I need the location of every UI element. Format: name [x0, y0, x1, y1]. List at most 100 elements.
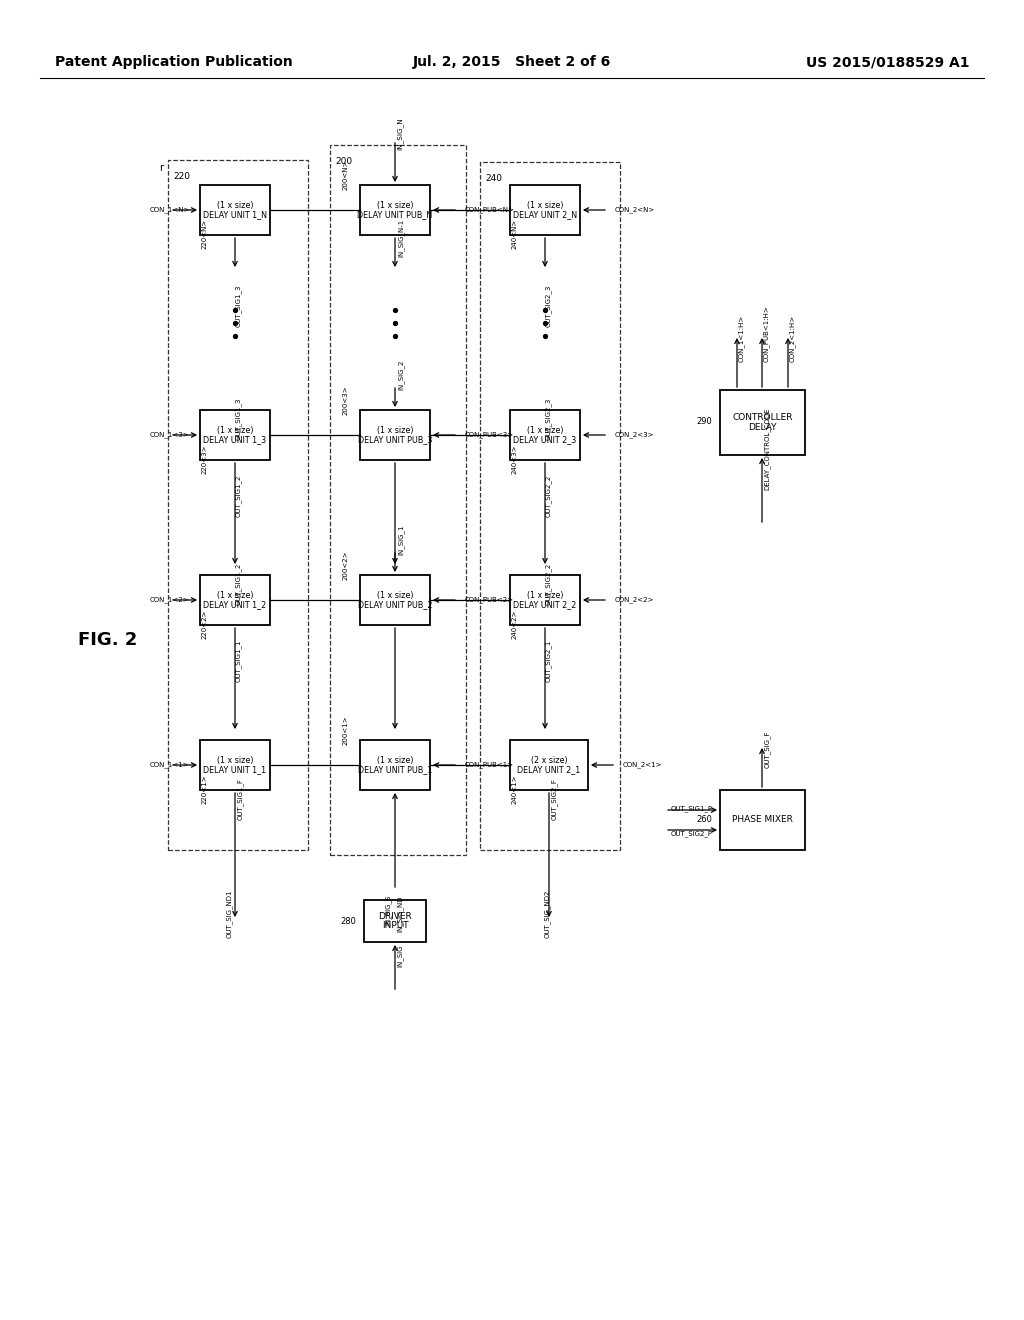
Text: OUT_SIG1_F: OUT_SIG1_F	[671, 805, 713, 812]
Bar	[200, 576, 270, 624]
Text: Jul. 2, 2015   Sheet 2 of 6: Jul. 2, 2015 Sheet 2 of 6	[413, 55, 611, 69]
Text: 220<N>: 220<N>	[202, 219, 208, 249]
Text: (1 x size): (1 x size)	[377, 201, 414, 210]
Text: 280: 280	[340, 916, 356, 925]
Text: (1 x size): (1 x size)	[377, 426, 414, 436]
Bar	[360, 411, 430, 459]
Text: OUT_SIG2_2: OUT_SIG2_2	[545, 564, 551, 606]
Text: INPUT: INPUT	[382, 921, 409, 931]
Bar	[480, 162, 620, 850]
Text: OUT_SIG_ND2: OUT_SIG_ND2	[544, 890, 550, 939]
Bar	[360, 185, 430, 235]
Text: DELAY UNIT 1_1: DELAY UNIT 1_1	[204, 764, 266, 774]
Text: 220<1>: 220<1>	[202, 775, 208, 804]
Text: (1 x size): (1 x size)	[377, 756, 414, 766]
Bar	[510, 185, 580, 235]
Text: (1 x size): (1 x size)	[526, 591, 563, 601]
Text: CON_1<2>: CON_1<2>	[150, 597, 189, 603]
Text: OUT_SIG1_2: OUT_SIG1_2	[234, 564, 242, 606]
Bar	[510, 741, 588, 789]
Text: OUT_SIG2_F: OUT_SIG2_F	[551, 777, 557, 820]
Text: OUT_SIG2_F: OUT_SIG2_F	[671, 830, 713, 837]
Text: OUT_SIG1_3: OUT_SIG1_3	[234, 285, 242, 327]
Text: OUT_SIG1_2: OUT_SIG1_2	[234, 475, 242, 517]
Text: DELAY_CONTROL_CODE: DELAY_CONTROL_CODE	[764, 408, 770, 490]
Text: CON_PUB<3>: CON_PUB<3>	[465, 432, 514, 438]
Text: 220: 220	[173, 172, 190, 181]
Text: IN_SIG_N: IN_SIG_N	[396, 117, 403, 150]
Text: (1 x size): (1 x size)	[377, 591, 414, 601]
Text: DELAY UNIT 1_3: DELAY UNIT 1_3	[204, 434, 266, 444]
Bar	[168, 160, 308, 850]
Text: CONTROLLER: CONTROLLER	[732, 413, 793, 422]
Text: 200<3>: 200<3>	[343, 385, 349, 414]
Text: CON_2<1:H>: CON_2<1:H>	[788, 315, 796, 362]
Bar	[330, 145, 466, 855]
Bar	[360, 741, 430, 789]
Text: (1 x size): (1 x size)	[217, 756, 253, 766]
Text: (1 x size): (1 x size)	[217, 591, 253, 601]
Text: DELAY UNIT PUB_1: DELAY UNIT PUB_1	[357, 764, 432, 774]
Text: OUT_SIG2_3: OUT_SIG2_3	[545, 399, 551, 441]
Text: DELAY UNIT 1_N: DELAY UNIT 1_N	[203, 210, 267, 219]
Bar	[200, 185, 270, 235]
Text: IN_SIG_S: IN_SIG_S	[385, 895, 391, 925]
Text: PHASE MIXER: PHASE MIXER	[732, 816, 793, 825]
Text: 200<1>: 200<1>	[343, 715, 349, 744]
Text: (1 x size): (1 x size)	[526, 426, 563, 436]
Text: 240<1>: 240<1>	[512, 775, 518, 804]
Text: 240<2>: 240<2>	[512, 610, 518, 639]
Text: 240<N>: 240<N>	[512, 219, 518, 249]
Text: IN_SIG_ND: IN_SIG_ND	[396, 895, 403, 932]
Text: OUT_SIG_ND1: OUT_SIG_ND1	[225, 890, 232, 939]
Text: DELAY UNIT 2_N: DELAY UNIT 2_N	[513, 210, 578, 219]
Text: IN_SIG: IN_SIG	[396, 945, 403, 968]
Text: CON_2<3>: CON_2<3>	[615, 432, 654, 438]
Text: OUT_SIG2_3: OUT_SIG2_3	[545, 285, 551, 327]
Text: CON_PUB<N>: CON_PUB<N>	[465, 207, 515, 214]
Bar	[510, 576, 580, 624]
Text: 290: 290	[696, 417, 712, 426]
Bar	[364, 900, 426, 942]
Text: DRIVER: DRIVER	[378, 912, 412, 920]
Text: 240<3>: 240<3>	[512, 445, 518, 474]
Text: Patent Application Publication: Patent Application Publication	[55, 55, 293, 69]
Text: OUT_SIG1_1: OUT_SIG1_1	[234, 639, 242, 682]
Text: DELAY UNIT 2_1: DELAY UNIT 2_1	[517, 764, 581, 774]
Text: CON_PUB<1>: CON_PUB<1>	[465, 762, 514, 768]
Text: DELAY UNIT PUB_N: DELAY UNIT PUB_N	[357, 210, 432, 219]
Text: CON_2<1>: CON_2<1>	[623, 762, 663, 768]
Text: 240: 240	[485, 174, 502, 183]
Bar	[360, 576, 430, 624]
Text: 260: 260	[696, 816, 712, 825]
Text: OUT_SIG2_1: OUT_SIG2_1	[545, 640, 551, 682]
Text: CON_1<1:H>: CON_1<1:H>	[737, 314, 744, 362]
Text: CON_2<N>: CON_2<N>	[615, 207, 655, 214]
Text: 220<2>: 220<2>	[202, 610, 208, 639]
Text: 200: 200	[335, 157, 352, 166]
Text: CON_1<1>: CON_1<1>	[150, 762, 189, 768]
Bar	[200, 411, 270, 459]
Text: DELAY UNIT 2_3: DELAY UNIT 2_3	[513, 434, 577, 444]
Text: IN_SIG_1: IN_SIG_1	[397, 524, 404, 554]
Text: 200<N>: 200<N>	[343, 160, 349, 190]
Text: OUT_SIG1_3: OUT_SIG1_3	[234, 399, 242, 441]
Text: 200<2>: 200<2>	[343, 550, 349, 579]
Text: IN_SIG_2: IN_SIG_2	[397, 359, 404, 389]
Text: OUT_SIG1_F: OUT_SIG1_F	[237, 777, 244, 820]
Text: (2 x size): (2 x size)	[530, 756, 567, 766]
Text: CON_PUB<1:H>: CON_PUB<1:H>	[763, 305, 769, 362]
Text: DELAY UNIT PUB_3: DELAY UNIT PUB_3	[357, 434, 432, 444]
Text: DELAY UNIT 2_2: DELAY UNIT 2_2	[513, 599, 577, 609]
Bar	[200, 741, 270, 789]
Text: OUT_SIG_F: OUT_SIG_F	[764, 730, 770, 768]
Text: CON_2<2>: CON_2<2>	[615, 597, 654, 603]
Text: 220<3>: 220<3>	[202, 445, 208, 474]
Bar	[720, 389, 805, 455]
Text: FIG. 2: FIG. 2	[78, 631, 137, 649]
Text: US 2015/0188529 A1: US 2015/0188529 A1	[807, 55, 970, 69]
Text: DELAY: DELAY	[749, 422, 777, 432]
Text: IN_SIG_N-1: IN_SIG_N-1	[397, 219, 404, 257]
Bar	[510, 411, 580, 459]
Text: r: r	[159, 162, 163, 173]
